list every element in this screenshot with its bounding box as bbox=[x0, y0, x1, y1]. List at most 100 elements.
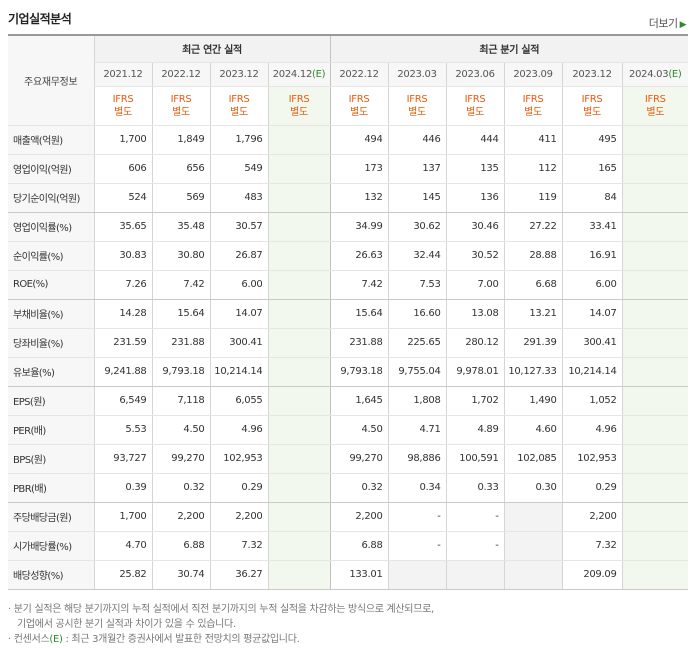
annual-value: 656 bbox=[151, 154, 210, 184]
annual-value: 7.32 bbox=[209, 531, 268, 561]
quarter-value bbox=[621, 241, 689, 271]
annual-value: 30.57 bbox=[209, 212, 268, 242]
annual-value: 30.80 bbox=[151, 241, 210, 271]
quarter-value: 0.34 bbox=[387, 473, 447, 503]
annual-value: 15.64 bbox=[151, 299, 210, 329]
ifrs-badge: IFRS 별도 bbox=[267, 86, 331, 126]
section-title: 기업실적분석 bbox=[8, 12, 72, 26]
quarter-value: 9,978.01 bbox=[445, 357, 505, 387]
period-header: 2023.09 bbox=[503, 62, 563, 87]
quarter-value: 173 bbox=[329, 154, 389, 184]
quarter-value: 300.41 bbox=[561, 328, 623, 358]
chevron-right-icon: ▶ bbox=[679, 20, 687, 30]
row-label: ROE(%) bbox=[8, 270, 94, 300]
more-link[interactable]: 더보기 ▶ bbox=[649, 15, 687, 31]
annual-value: 1,700 bbox=[93, 125, 152, 155]
quarter-value: 494 bbox=[329, 125, 389, 155]
annual-value: 231.59 bbox=[93, 328, 152, 358]
annual-value bbox=[267, 125, 331, 155]
annual-value bbox=[267, 183, 331, 213]
annual-value: 36.27 bbox=[209, 560, 268, 590]
quarter-value: 4.50 bbox=[329, 415, 389, 445]
quarter-value bbox=[621, 270, 689, 300]
table-row: 당기순이익(억원) 524 569 483 132 145 136 119 84 bbox=[8, 183, 689, 213]
annual-value bbox=[267, 502, 331, 532]
quarter-value: 99,270 bbox=[329, 444, 389, 474]
annual-value bbox=[267, 444, 331, 474]
table-row: 유보율(%) 9,241.88 9,793.18 10,214.14 9,793.18 9… bbox=[8, 357, 689, 387]
quarter-value: 16.60 bbox=[387, 299, 447, 329]
row-label-header: 주요재무정보 bbox=[8, 34, 94, 126]
quarter-value: 7.32 bbox=[561, 531, 623, 561]
financial-table: 주요재무정보 최근 연간 실적 최근 분기 실적 2021.12 2022.12 2… bbox=[8, 34, 689, 590]
period-header: 2023.06 bbox=[445, 62, 505, 87]
quarter-value bbox=[445, 560, 505, 590]
annual-value bbox=[267, 473, 331, 503]
quarter-value: 7.00 bbox=[445, 270, 505, 300]
ifrs-badge: IFRS 별도 bbox=[387, 86, 447, 126]
annual-value: 6,549 bbox=[93, 386, 152, 416]
quarter-value: 112 bbox=[503, 154, 563, 184]
row-label: PBR(배) bbox=[8, 473, 94, 503]
quarter-value: 6.00 bbox=[561, 270, 623, 300]
quarter-value bbox=[387, 560, 447, 590]
footnote-2: 기업에서 공시한 분기 실적과 차이가 있을 수 있습니다. bbox=[17, 619, 236, 630]
period-header: 2024.03(E) bbox=[621, 62, 689, 87]
quarter-value: 119 bbox=[503, 183, 563, 213]
quarter-value: 7.42 bbox=[329, 270, 389, 300]
row-label: 시가배당률(%) bbox=[8, 531, 94, 561]
annual-value: 102,953 bbox=[209, 444, 268, 474]
quarter-value: 10,214.14 bbox=[561, 357, 623, 387]
quarter-value: 2,200 bbox=[329, 502, 389, 532]
table-row: 배당성향(%) 25.82 30.74 36.27 133.01 209.09 bbox=[8, 560, 689, 590]
annual-value bbox=[267, 212, 331, 242]
quarter-value: 0.30 bbox=[503, 473, 563, 503]
quarter-value: - bbox=[387, 502, 447, 532]
annual-value: 25.82 bbox=[93, 560, 152, 590]
annual-value bbox=[267, 531, 331, 561]
quarter-value: 145 bbox=[387, 183, 447, 213]
annual-group-header: 최근 연간 실적 bbox=[93, 34, 331, 63]
annual-value: 6,055 bbox=[209, 386, 268, 416]
annual-value: 35.65 bbox=[93, 212, 152, 242]
row-label: 유보율(%) bbox=[8, 357, 94, 387]
ifrs-badge: IFRS 별도 bbox=[621, 86, 689, 126]
quarter-group-header: 최근 분기 실적 bbox=[329, 34, 689, 63]
annual-value bbox=[267, 386, 331, 416]
quarter-value: 98,886 bbox=[387, 444, 447, 474]
annual-value: 0.29 bbox=[209, 473, 268, 503]
annual-value: 10,214.14 bbox=[209, 357, 268, 387]
quarter-value: 102,085 bbox=[503, 444, 563, 474]
quarter-value: 30.46 bbox=[445, 212, 505, 242]
period-header: 2023.12 bbox=[561, 62, 623, 87]
row-label: 당기순이익(억원) bbox=[8, 183, 94, 213]
row-label: PER(배) bbox=[8, 415, 94, 445]
ifrs-badge: IFRS 별도 bbox=[209, 86, 268, 126]
table-row: PBR(배) 0.39 0.32 0.29 0.32 0.34 0.33 0.30 0.29 bbox=[8, 473, 689, 503]
table-row: 영업이익(억원) 606 656 549 173 137 135 112 165 bbox=[8, 154, 689, 184]
annual-value: 1,796 bbox=[209, 125, 268, 155]
annual-value: 30.74 bbox=[151, 560, 210, 590]
quarter-value bbox=[621, 415, 689, 445]
row-label: BPS(원) bbox=[8, 444, 94, 474]
annual-value bbox=[267, 154, 331, 184]
quarter-value bbox=[621, 502, 689, 532]
quarter-value: 26.63 bbox=[329, 241, 389, 271]
annual-value: 7,118 bbox=[151, 386, 210, 416]
quarter-value: 1,052 bbox=[561, 386, 623, 416]
quarter-value: 444 bbox=[445, 125, 505, 155]
annual-value: 26.87 bbox=[209, 241, 268, 271]
annual-value bbox=[267, 328, 331, 358]
table-row: ROE(%) 7.26 7.42 6.00 7.42 7.53 7.00 6.68 6.00 bbox=[8, 270, 689, 300]
row-label: 주당배당금(원) bbox=[8, 502, 94, 532]
annual-value: 6.00 bbox=[209, 270, 268, 300]
quarter-value: 28.88 bbox=[503, 241, 563, 271]
period-header: 2022.12 bbox=[151, 62, 210, 87]
quarter-value: 411 bbox=[503, 125, 563, 155]
annual-value: 30.83 bbox=[93, 241, 152, 271]
quarter-value: 13.08 bbox=[445, 299, 505, 329]
quarter-value: - bbox=[387, 531, 447, 561]
quarter-value: 0.32 bbox=[329, 473, 389, 503]
annual-value bbox=[267, 241, 331, 271]
period-header: 2022.12 bbox=[329, 62, 389, 87]
